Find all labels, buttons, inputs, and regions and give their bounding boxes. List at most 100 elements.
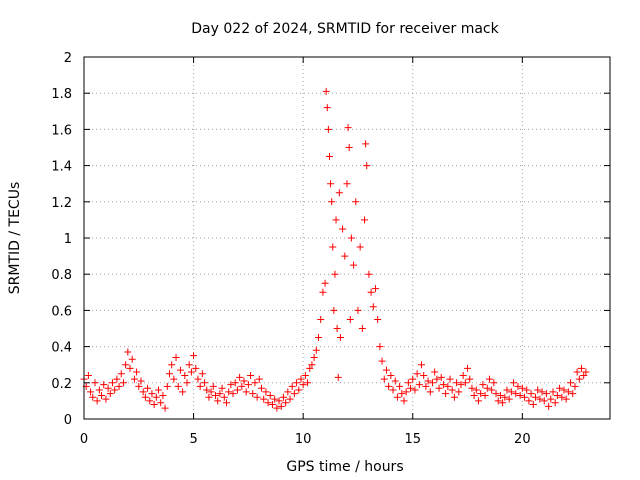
data-point	[409, 375, 417, 383]
chart-title: Day 022 of 2024, SRMTID for receiver mac…	[191, 21, 499, 37]
data-point	[510, 379, 518, 387]
data-point	[461, 379, 469, 387]
data-point	[144, 384, 152, 392]
data-point	[444, 382, 452, 390]
data-point	[413, 370, 421, 378]
y-tick-label: 2	[64, 51, 72, 66]
data-point	[336, 334, 344, 342]
data-point	[332, 216, 340, 224]
data-point	[488, 386, 496, 394]
data-point	[308, 361, 316, 369]
y-tick-label: 0.4	[51, 341, 72, 356]
data-point	[282, 399, 290, 407]
data-point	[380, 375, 388, 383]
data-point	[448, 386, 456, 394]
data-point	[422, 382, 430, 390]
data-point	[501, 393, 509, 401]
data-point	[201, 379, 209, 387]
data-point	[376, 343, 384, 351]
data-point	[89, 393, 97, 401]
data-point	[216, 390, 224, 398]
data-point	[356, 243, 364, 251]
data-point	[323, 104, 331, 112]
y-tick-label: 0.8	[51, 268, 72, 283]
data-point	[181, 372, 189, 380]
data-point	[450, 393, 458, 401]
data-point	[472, 386, 480, 394]
data-point	[84, 372, 92, 380]
data-point	[315, 334, 323, 342]
data-point	[385, 382, 393, 390]
data-point	[301, 372, 309, 380]
data-point	[271, 395, 279, 403]
data-point	[148, 390, 156, 398]
data-point	[304, 379, 312, 387]
data-point	[346, 315, 354, 323]
data-point	[255, 375, 263, 383]
data-point	[538, 388, 546, 396]
data-point	[369, 303, 377, 311]
data-point	[512, 390, 520, 398]
data-point	[258, 384, 266, 392]
data-point	[253, 393, 261, 401]
data-point	[341, 252, 349, 260]
data-point	[322, 87, 330, 95]
data-point	[453, 379, 461, 387]
data-point	[435, 384, 443, 392]
data-point	[122, 361, 130, 369]
data-point	[137, 377, 145, 385]
data-point	[459, 372, 467, 380]
data-point	[547, 395, 555, 403]
data-point	[505, 395, 513, 403]
data-point	[431, 368, 439, 376]
data-point	[371, 285, 379, 293]
data-point	[378, 357, 386, 365]
data-point	[536, 395, 544, 403]
data-point	[426, 388, 434, 396]
data-point	[240, 377, 248, 385]
data-point	[483, 384, 491, 392]
data-point	[330, 306, 338, 314]
data-point	[179, 388, 187, 396]
data-point	[266, 391, 274, 399]
data-point	[275, 397, 283, 405]
data-point	[192, 364, 200, 372]
data-point	[335, 189, 343, 197]
x-tick-label: 0	[80, 432, 88, 447]
data-point	[540, 397, 548, 405]
data-point	[479, 381, 487, 389]
data-point	[569, 390, 577, 398]
data-point	[113, 375, 121, 383]
data-point	[382, 366, 390, 374]
data-point	[126, 364, 134, 372]
data-point	[233, 386, 241, 394]
data-point	[251, 379, 259, 387]
data-point	[331, 270, 339, 278]
data-point	[194, 375, 202, 383]
data-point	[334, 373, 342, 381]
data-point	[389, 386, 397, 394]
data-point	[247, 372, 255, 380]
data-point	[190, 352, 198, 360]
data-point	[198, 370, 206, 378]
data-point	[475, 397, 482, 405]
data-point	[141, 393, 149, 401]
data-point	[424, 377, 432, 385]
data-point	[108, 379, 116, 387]
data-point	[404, 379, 412, 387]
axis-ticks: 00.20.40.60.811.21.41.61.820 5 10 15 20	[51, 51, 610, 447]
data-point	[562, 395, 570, 403]
data-point	[249, 390, 257, 398]
data-point	[135, 382, 143, 390]
data-point	[492, 390, 500, 398]
data-point	[433, 375, 441, 383]
data-point	[260, 395, 268, 403]
data-point	[556, 384, 564, 392]
data-point	[242, 388, 250, 396]
data-point	[428, 379, 436, 387]
data-point	[306, 364, 314, 372]
data-point	[290, 390, 298, 398]
data-point	[354, 306, 362, 314]
data-point	[573, 368, 581, 376]
